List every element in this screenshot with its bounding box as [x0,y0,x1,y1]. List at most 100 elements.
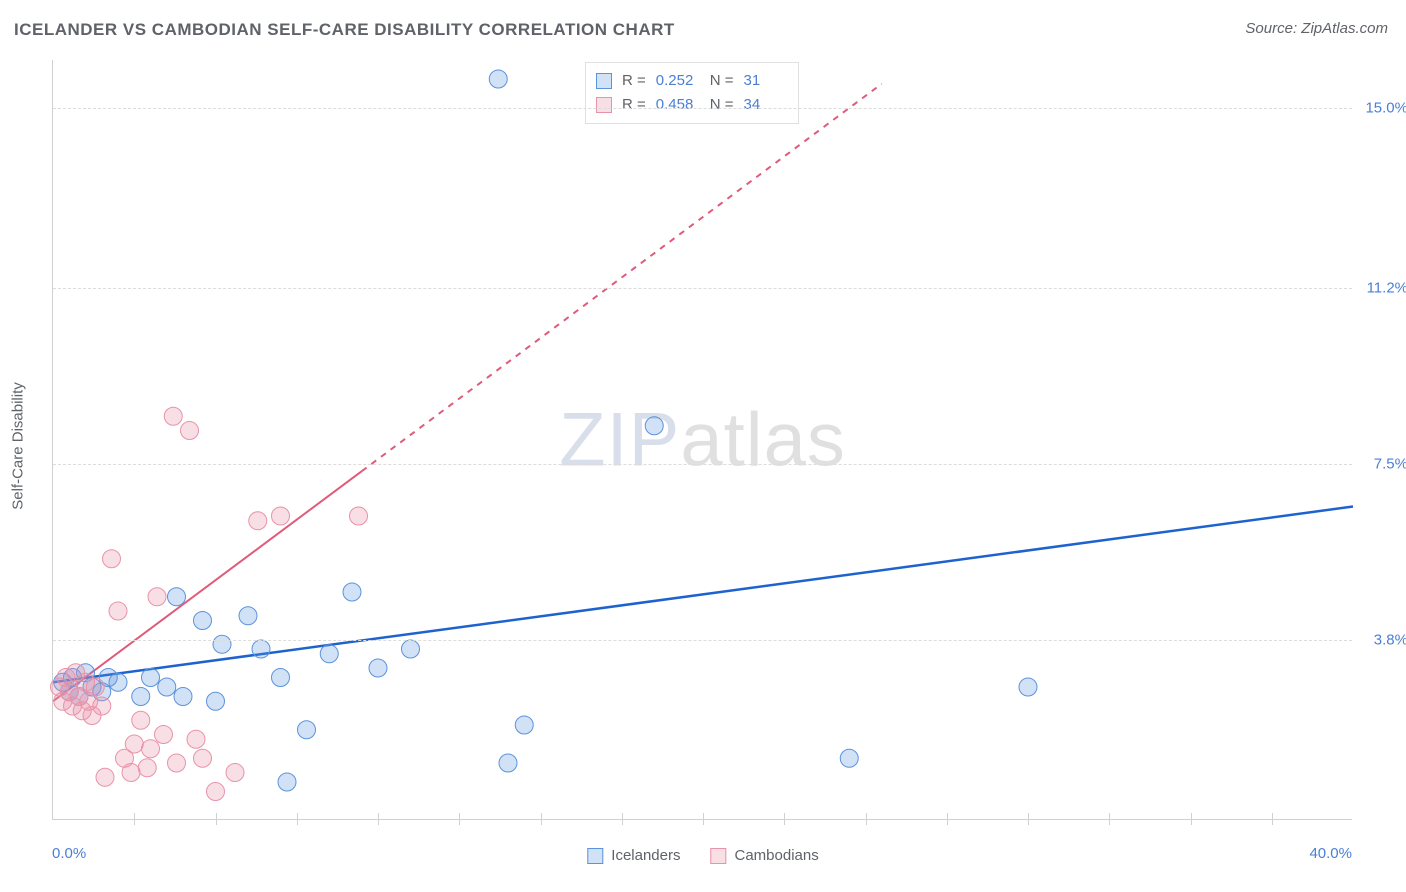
source-credit: Source: ZipAtlas.com [1245,20,1388,37]
grid-line [53,640,1352,641]
data-point [207,692,225,710]
chart-title: ICELANDER VS CAMBODIAN SELF-CARE DISABIL… [14,20,675,40]
r-label: R = [622,93,646,117]
x-tick [703,813,704,825]
x-tick [1272,813,1273,825]
n-value: 31 [744,69,788,93]
data-point [272,669,290,687]
r-label: R = [622,69,646,93]
data-point [103,550,121,568]
source-label: Source: [1245,20,1301,37]
data-point [320,645,338,663]
trend-line [53,471,362,701]
series-swatch [596,73,612,89]
x-tick [134,813,135,825]
data-point [499,754,517,772]
x-tick [297,813,298,825]
grid-line [53,464,1352,465]
data-point [249,512,267,530]
data-point [164,407,182,425]
data-point [132,711,150,729]
data-point [96,768,114,786]
x-tick [1028,813,1029,825]
data-point [174,688,192,706]
legend-swatch [711,848,727,864]
data-point [142,669,160,687]
plot-svg [53,60,1352,819]
trend-line-dash [362,84,882,471]
legend-item: Icelanders [587,847,680,864]
n-label: N = [710,69,734,93]
data-point [125,735,143,753]
data-point [158,678,176,696]
y-axis-title: Self-Care Disability [10,382,27,510]
stats-row: R = 0.252 N = 31 [596,69,788,93]
r-value: 0.458 [656,93,700,117]
data-point [132,688,150,706]
trend-line [53,507,1353,683]
data-point [1019,678,1037,696]
x-axis-min-label: 0.0% [52,845,86,862]
x-tick [541,813,542,825]
data-point [109,673,127,691]
data-point [194,749,212,767]
x-tick [459,813,460,825]
x-tick [866,813,867,825]
r-value: 0.252 [656,69,700,93]
x-tick [784,813,785,825]
y-tick-label: 11.2% [1367,280,1406,297]
legend-swatch [587,848,603,864]
data-point [343,583,361,601]
y-tick-label: 7.5% [1374,455,1406,472]
chart-container: ICELANDER VS CAMBODIAN SELF-CARE DISABIL… [0,0,1406,892]
data-point [298,721,316,739]
data-point [148,588,166,606]
data-point [194,612,212,630]
data-point [181,422,199,440]
x-axis-max-label: 40.0% [1309,845,1352,862]
stats-row: R = 0.458 N = 34 [596,93,788,117]
data-point [226,764,244,782]
legend-label: Cambodians [735,847,819,864]
y-tick-label: 15.0% [1365,99,1406,116]
data-point [645,417,663,435]
n-value: 34 [744,93,788,117]
data-point [278,773,296,791]
series-swatch [596,97,612,113]
n-label: N = [710,93,734,117]
data-point [402,640,420,658]
data-point [93,697,111,715]
legend-label: Icelanders [611,847,680,864]
data-point [515,716,533,734]
data-point [168,754,186,772]
legend-item: Cambodians [711,847,819,864]
data-point [109,602,127,620]
data-point [207,783,225,801]
data-point [168,588,186,606]
data-point [350,507,368,525]
stats-box: R = 0.252 N = 31 R = 0.458 N = 34 [585,62,799,124]
data-point [840,749,858,767]
data-point [86,678,104,696]
data-point [239,607,257,625]
x-tick [622,813,623,825]
x-tick [1191,813,1192,825]
data-point [489,70,507,88]
data-point [122,764,140,782]
x-tick [947,813,948,825]
source-name: ZipAtlas.com [1301,20,1388,37]
x-tick [1109,813,1110,825]
x-tick [216,813,217,825]
y-tick-label: 3.8% [1374,631,1406,648]
data-point [369,659,387,677]
grid-line [53,108,1352,109]
plot-area: ZIPatlas R =0.252N =31R =0.458N =34 3.8%… [52,60,1352,820]
data-point [187,730,205,748]
data-point [142,740,160,758]
data-point [272,507,290,525]
data-point [213,635,231,653]
data-point [155,726,173,744]
grid-line [53,288,1352,289]
x-tick [378,813,379,825]
bottom-legend: Icelanders Cambodians [587,847,818,864]
